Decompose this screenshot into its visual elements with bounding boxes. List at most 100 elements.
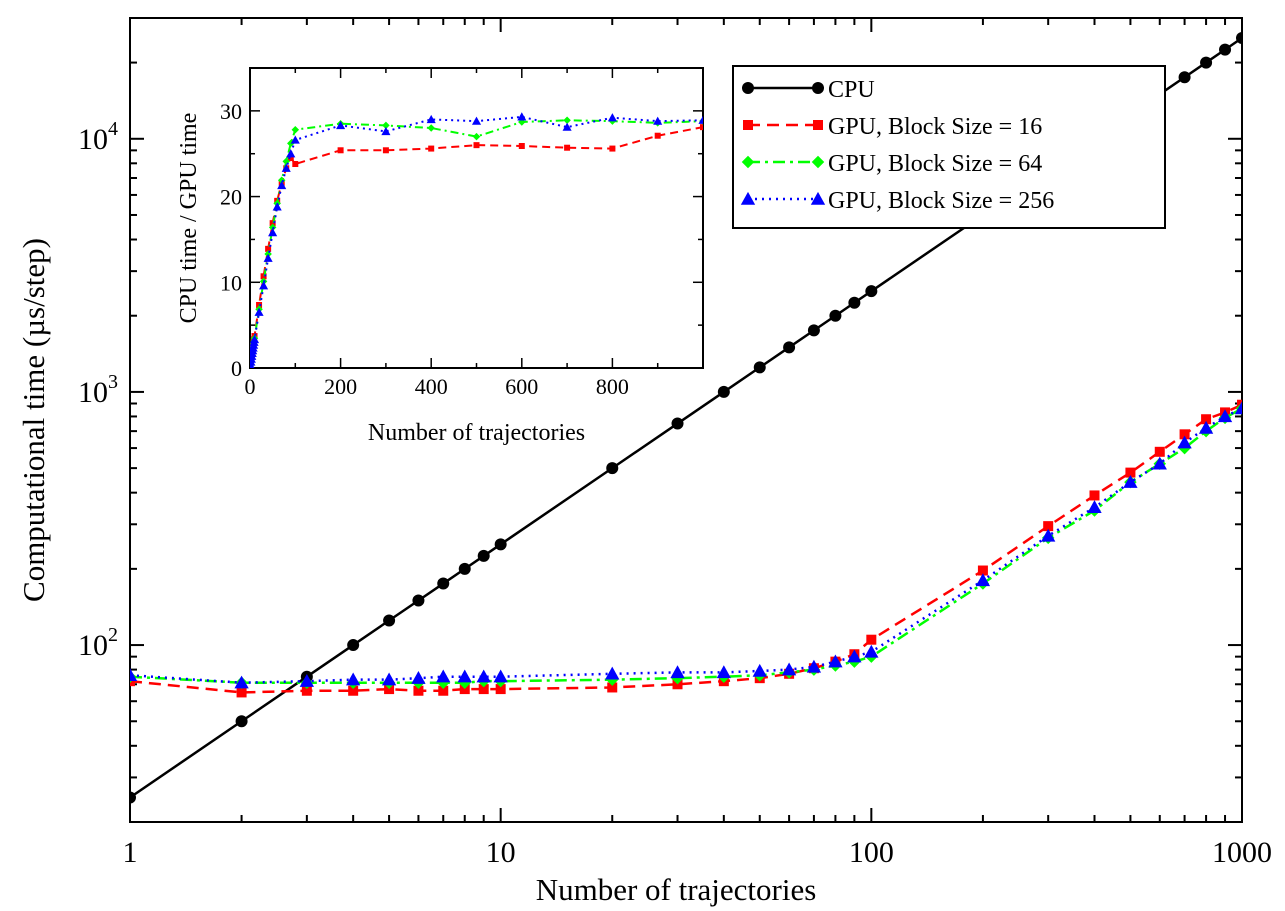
inset-frame [249,67,704,369]
data-point [1087,500,1102,514]
data-point [1152,456,1167,470]
inset-data-point [517,112,527,121]
data-point [1041,528,1056,542]
inset-data-point [336,120,346,130]
series-line-gpu-block-size-16 [130,403,1242,694]
inset-data-point [291,125,300,134]
data-point [671,417,684,430]
data-point [716,665,731,679]
data-point [411,671,426,684]
inset-series-gpu-block-size-256 [250,112,703,368]
legend-marker [741,155,755,169]
legend-entry-gpu-block-size-256: GPU, Block Size = 256 [740,188,1054,214]
y-tick-label: 104 [78,118,118,156]
data-point [752,663,767,677]
inset-data-point [698,115,703,124]
inset-data-point [281,163,291,172]
inset-data-point [382,121,390,130]
data-point [606,462,619,475]
inset-x-tick-label: 400 [415,374,448,399]
y-axis-label: Computational time (µs/step) [16,238,51,602]
data-point [346,672,361,686]
inset-data-point [272,202,282,211]
legend-marker [742,82,754,94]
x-tick-label: 10 [486,836,516,869]
data-point [476,669,491,683]
legend-entry-gpu-block-size-16: GPU, Block Size = 16 [743,114,1042,140]
data-point [847,649,862,663]
inset-data-point [518,143,525,149]
data-point [412,594,425,607]
data-point [348,685,359,696]
data-point [478,684,489,695]
data-point [1154,446,1165,457]
inset-data-point [609,145,616,152]
inset-data-point [254,307,264,316]
inset-plot: 0 200 400 600 800 0 10 20 30 Number of trajectori… [176,67,704,446]
data-point [866,634,877,645]
data-point [828,654,843,668]
data-point [459,684,470,695]
inset-data-point [260,273,267,280]
data-point [807,324,820,337]
data-point [1125,467,1136,478]
data-point [1198,420,1214,434]
data-point [975,573,991,587]
data-point [865,285,878,298]
data-point [1219,43,1232,56]
inset-data-point [700,124,703,131]
x-axis-label: Number of trajectories [536,872,817,907]
data-point [1236,32,1242,45]
data-point [236,687,247,698]
inset-y-axis-label: CPU time / GPU time [176,113,202,324]
inset-x-tick-label: 800 [596,374,629,399]
inset-y-tick-label: 10 [220,270,242,295]
data-point [130,791,136,804]
data-point [130,668,138,681]
data-point [1217,409,1233,423]
data-point [1089,490,1100,501]
data-point [494,538,507,551]
inset-data-point [263,253,273,262]
data-point [1234,401,1242,415]
x-tick-label: 100 [849,836,894,869]
inset-data-point [654,132,661,139]
legend-marker [740,191,756,205]
y-tick-label: 103 [78,371,118,409]
main-plot-frame [129,17,1243,823]
data-point [848,296,861,309]
inset-data-point [471,116,482,125]
data-point [301,685,312,696]
inset-data-point [259,281,269,290]
legend-entry-cpu: CPU [742,77,875,103]
data-point [605,666,620,680]
inset-data-point [286,149,296,158]
data-point [829,309,842,322]
legend-label: GPU, Block Size = 16 [828,114,1042,140]
inset-data-point [607,113,617,122]
inset-data-point [473,142,480,149]
legend-box [732,65,1166,229]
data-point [299,674,315,687]
inset-x-tick-label: 600 [505,374,538,399]
data-point [1201,414,1212,425]
data-point [234,675,249,689]
data-point [381,672,397,686]
legend: CPU GPU, Block Size = 16 GPU, Block Size =… [732,65,1166,229]
inset-data-point [428,145,435,152]
legend-label: GPU, Block Size = 256 [828,188,1054,214]
series-line-gpu-block-size-64 [130,407,1242,684]
inset-data-point [381,126,391,136]
inset-data-point [277,180,287,190]
inset-data-point [427,124,435,132]
legend-marker [811,155,825,169]
data-point [438,685,449,696]
legend-marker [813,120,823,130]
data-point [495,684,506,695]
data-point [413,685,424,696]
inset-data-point [472,132,481,141]
data-point [783,341,796,354]
series-line-gpu-block-size-256 [130,407,1242,684]
inset-y-tick-label: 30 [220,99,242,124]
